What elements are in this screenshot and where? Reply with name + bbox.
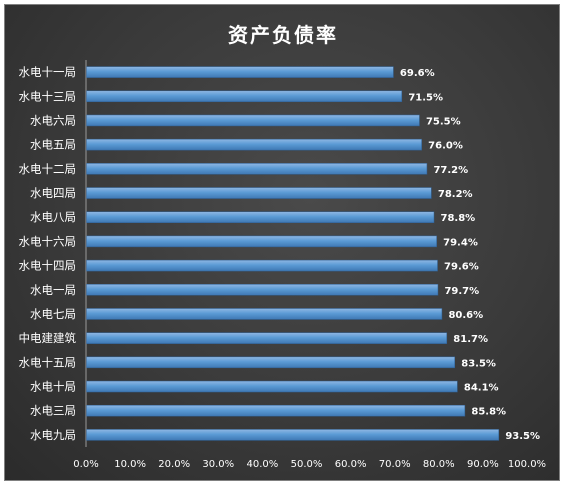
category-label: 水电十一局 xyxy=(19,65,77,79)
category-label: 水电十四局 xyxy=(19,259,77,273)
bar xyxy=(86,187,432,199)
category-label: 水电一局 xyxy=(30,283,76,297)
x-tick-label: 60.0% xyxy=(335,459,367,470)
category-label: 水电八局 xyxy=(30,210,76,224)
data-label: 79.6% xyxy=(444,262,479,273)
category-label: 水电十三局 xyxy=(19,89,77,103)
x-tick-label: 70.0% xyxy=(379,459,411,470)
bar xyxy=(86,90,403,103)
bar xyxy=(86,138,422,151)
data-label: 79.4% xyxy=(443,237,478,248)
category-label: 水电四局 xyxy=(30,186,76,200)
x-tick-label: 50.0% xyxy=(291,459,323,470)
bar xyxy=(86,356,455,369)
category-label: 水电九局 xyxy=(30,428,76,442)
data-label: 69.6% xyxy=(400,68,435,79)
category-label: 中电建建筑 xyxy=(19,331,77,345)
data-label: 71.5% xyxy=(408,92,443,103)
x-tick-label: 90.0% xyxy=(467,459,499,470)
category-label: 水电十五局 xyxy=(19,355,77,369)
bar xyxy=(86,235,437,248)
category-label: 水电十局 xyxy=(30,380,76,394)
bar xyxy=(86,259,438,272)
category-label: 水电十六局 xyxy=(19,234,77,248)
data-label: 78.2% xyxy=(438,189,473,200)
x-tick-label: 20.0% xyxy=(158,459,190,470)
data-label: 81.7% xyxy=(453,334,488,345)
data-label: 78.8% xyxy=(441,213,476,224)
bar xyxy=(86,163,428,175)
category-label: 水电七局 xyxy=(30,307,76,321)
x-tick-label: 30.0% xyxy=(202,459,234,470)
chart-title: 资产负债率 xyxy=(228,23,338,47)
x-tick-label: 100.0% xyxy=(508,459,546,470)
data-label: 76.0% xyxy=(428,141,463,152)
x-tick-label: 0.0% xyxy=(73,459,98,470)
bar xyxy=(86,404,466,417)
category-label: 水电五局 xyxy=(30,138,76,152)
data-label: 79.7% xyxy=(444,286,479,297)
bar xyxy=(86,211,435,223)
x-tick-label: 10.0% xyxy=(114,459,146,470)
data-label: 80.6% xyxy=(448,310,483,321)
bar xyxy=(86,284,439,296)
data-label: 93.5% xyxy=(505,431,540,442)
x-tick-label: 80.0% xyxy=(423,459,455,470)
data-label: 75.5% xyxy=(426,116,461,127)
bar xyxy=(86,114,420,127)
data-label: 83.5% xyxy=(461,358,496,369)
bar xyxy=(86,429,500,441)
bar xyxy=(86,308,443,320)
bar xyxy=(86,66,394,78)
category-label: 水电三局 xyxy=(30,404,76,418)
category-label: 水电六局 xyxy=(30,113,76,127)
category-label: 水电十二局 xyxy=(19,162,77,176)
x-tick-label: 40.0% xyxy=(247,459,279,470)
bar xyxy=(86,332,448,344)
bar xyxy=(86,380,458,393)
data-label: 84.1% xyxy=(464,383,499,394)
data-label: 85.8% xyxy=(471,407,506,418)
data-label: 77.2% xyxy=(433,165,468,176)
